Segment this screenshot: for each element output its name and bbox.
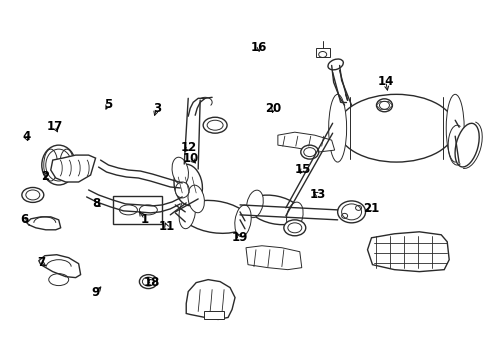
Text: 19: 19 xyxy=(231,231,247,244)
Text: 9: 9 xyxy=(92,287,100,300)
Ellipse shape xyxy=(175,182,189,198)
Ellipse shape xyxy=(247,195,301,225)
Ellipse shape xyxy=(41,145,76,185)
Ellipse shape xyxy=(246,190,263,218)
Text: 2: 2 xyxy=(41,170,49,183)
Text: 14: 14 xyxy=(377,75,393,88)
Bar xyxy=(203,311,224,319)
Polygon shape xyxy=(367,232,448,272)
Ellipse shape xyxy=(376,99,392,112)
Text: 15: 15 xyxy=(294,163,310,176)
Text: 1: 1 xyxy=(140,213,148,226)
Ellipse shape xyxy=(174,164,202,206)
Ellipse shape xyxy=(300,145,318,159)
Text: 5: 5 xyxy=(104,98,112,111)
Text: 20: 20 xyxy=(265,102,281,115)
Polygon shape xyxy=(245,246,301,270)
Ellipse shape xyxy=(327,59,343,70)
Ellipse shape xyxy=(179,197,195,229)
Ellipse shape xyxy=(446,94,463,162)
Ellipse shape xyxy=(337,94,454,162)
Ellipse shape xyxy=(139,275,157,289)
Ellipse shape xyxy=(49,274,68,285)
Ellipse shape xyxy=(328,94,346,162)
Ellipse shape xyxy=(286,202,303,230)
Text: 3: 3 xyxy=(152,102,161,115)
Text: 8: 8 xyxy=(92,197,100,210)
Ellipse shape xyxy=(203,117,226,133)
Ellipse shape xyxy=(337,201,365,223)
Polygon shape xyxy=(186,280,235,319)
Ellipse shape xyxy=(234,205,251,237)
Ellipse shape xyxy=(187,185,204,213)
Text: 21: 21 xyxy=(362,202,379,215)
Text: 12: 12 xyxy=(180,141,196,154)
Ellipse shape xyxy=(22,188,44,202)
Text: 4: 4 xyxy=(22,130,30,144)
Text: 11: 11 xyxy=(158,220,174,233)
Ellipse shape xyxy=(172,157,188,185)
Text: 6: 6 xyxy=(20,213,28,226)
Bar xyxy=(112,196,162,224)
Text: 18: 18 xyxy=(143,276,160,289)
Text: 17: 17 xyxy=(46,120,62,133)
Polygon shape xyxy=(277,132,334,152)
Text: 10: 10 xyxy=(183,152,199,165)
Ellipse shape xyxy=(283,220,305,236)
Text: 13: 13 xyxy=(309,188,325,201)
Ellipse shape xyxy=(181,201,248,233)
Bar xyxy=(315,48,329,58)
Polygon shape xyxy=(51,155,95,182)
Text: 16: 16 xyxy=(250,41,267,54)
Ellipse shape xyxy=(454,123,478,167)
Text: 7: 7 xyxy=(37,256,45,269)
